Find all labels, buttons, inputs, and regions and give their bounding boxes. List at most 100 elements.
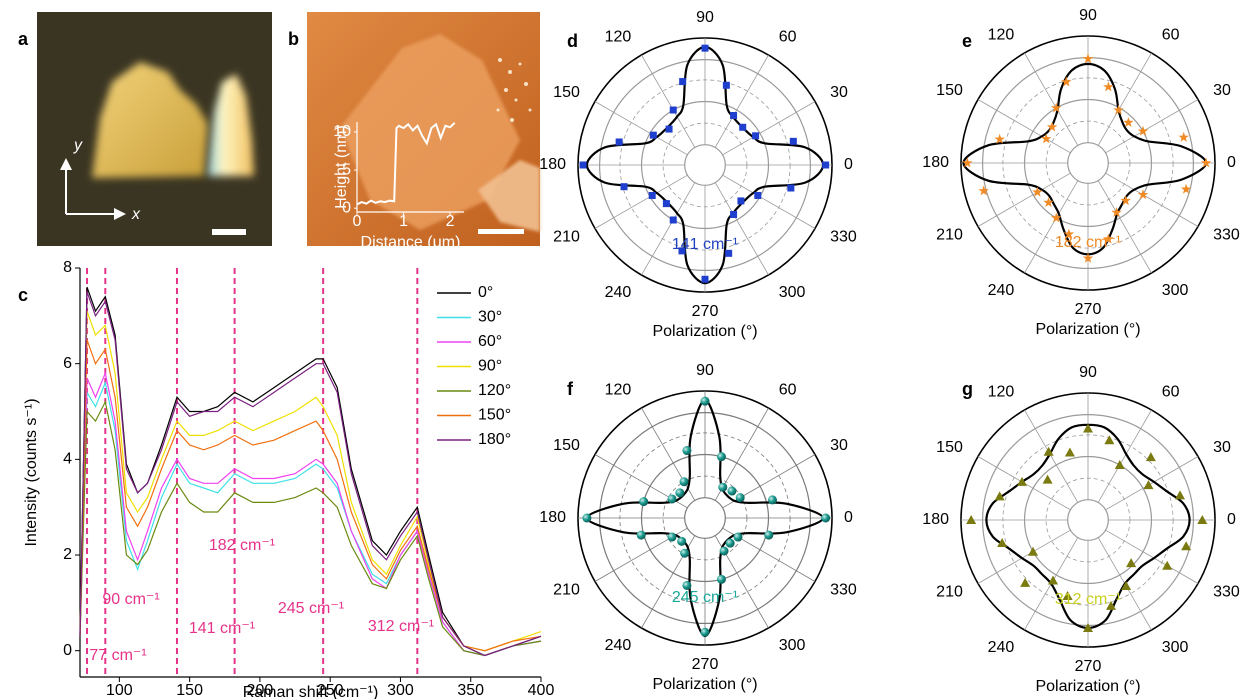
y-tick-label: 8 xyxy=(63,259,72,276)
peak-label: 90 cm⁻¹ xyxy=(102,591,159,608)
data-point xyxy=(1113,104,1124,115)
data-point xyxy=(1200,157,1212,168)
data-point xyxy=(1145,452,1156,462)
angle-grid xyxy=(1105,456,1199,511)
angle-grid xyxy=(1105,99,1199,154)
data-point xyxy=(662,200,670,208)
angle-label: 330 xyxy=(830,581,857,598)
data-point xyxy=(1082,252,1094,263)
data-point xyxy=(620,183,628,191)
y-axis-label: Intensity (counts s⁻¹) xyxy=(23,398,40,546)
angle-label: 30 xyxy=(1213,439,1231,456)
angle-label: 330 xyxy=(1213,226,1240,243)
data-point xyxy=(1181,541,1192,551)
data-point xyxy=(679,477,689,487)
data-point xyxy=(1120,195,1131,206)
angle-label: 120 xyxy=(988,27,1015,44)
angle-label: 210 xyxy=(936,583,963,600)
data-point xyxy=(789,137,797,145)
data-point xyxy=(700,396,710,406)
data-point xyxy=(1123,117,1134,127)
angle-grid xyxy=(977,172,1071,227)
angle-label: 60 xyxy=(779,29,797,46)
data-point xyxy=(821,513,831,523)
data-point xyxy=(719,546,729,556)
angle-label: 210 xyxy=(936,226,963,243)
peak-label: 245 cm⁻¹ xyxy=(278,600,344,617)
data-point xyxy=(677,536,687,546)
angle-label: 330 xyxy=(1213,583,1240,600)
angle-grid xyxy=(977,529,1071,584)
angle-label: 270 xyxy=(692,656,719,673)
data-point xyxy=(682,446,692,456)
angle-label: 60 xyxy=(779,382,797,399)
data-point xyxy=(716,574,726,584)
y-tick-label: 2 xyxy=(63,546,72,563)
data-point xyxy=(582,513,592,523)
data-point xyxy=(615,138,623,146)
x-axis-label: Distance (μm) xyxy=(361,234,461,251)
angle-label: 30 xyxy=(830,437,848,454)
data-point xyxy=(675,488,685,498)
data-point xyxy=(1083,423,1093,433)
data-point xyxy=(1126,558,1137,568)
angle-label: 180 xyxy=(922,511,949,528)
data-point xyxy=(997,538,1008,548)
series-line xyxy=(79,400,542,657)
data-point xyxy=(727,486,737,496)
data-point xyxy=(733,532,743,542)
angle-label: 60 xyxy=(1162,27,1180,44)
angle-label: 30 xyxy=(830,84,848,101)
angle-label: 180 xyxy=(922,154,949,171)
angle-grid xyxy=(714,54,769,148)
data-point xyxy=(754,191,762,199)
data-point xyxy=(764,530,774,540)
peak-label: 245 cm⁻¹ xyxy=(672,589,738,606)
data-point xyxy=(1143,480,1154,490)
data-point xyxy=(1106,600,1117,610)
data-point xyxy=(730,112,738,120)
angle-label: 90 xyxy=(1079,364,1097,381)
y-axis-label: Height (nm) xyxy=(333,125,350,209)
data-point xyxy=(1043,197,1054,207)
data-point xyxy=(701,275,709,283)
angle-grid xyxy=(1105,172,1199,227)
data-point xyxy=(1046,121,1058,132)
angle-label: 300 xyxy=(779,637,806,654)
data-point xyxy=(579,161,587,169)
data-point xyxy=(1083,622,1093,632)
data-point xyxy=(636,530,646,540)
legend-label: 90° xyxy=(478,358,502,375)
data-point xyxy=(1062,591,1073,601)
angle-label: 0 xyxy=(1227,154,1236,171)
data-point xyxy=(994,133,1005,144)
x-axis-label: Polarization (°) xyxy=(652,676,757,693)
y-tick-label: 6 xyxy=(63,355,72,372)
angle-grid xyxy=(714,182,769,276)
y-tick-label: 0 xyxy=(342,199,351,216)
y-tick-label: 10 xyxy=(333,123,351,140)
legend-label: 180° xyxy=(478,431,511,448)
data-point xyxy=(1043,446,1054,456)
x-axis-label: Polarization (°) xyxy=(1035,321,1140,338)
data-point xyxy=(1137,189,1149,200)
angle-label: 300 xyxy=(1162,282,1189,299)
angle-label: 150 xyxy=(936,439,963,456)
data-point xyxy=(667,532,677,542)
data-point xyxy=(739,123,747,131)
peak-label: 312 cm⁻¹ xyxy=(368,618,434,635)
y-tick-label: 5 xyxy=(342,161,351,178)
legend-label: 60° xyxy=(478,333,502,350)
angle-label: 0 xyxy=(844,156,853,173)
angle-label: 270 xyxy=(1075,658,1102,675)
x-tick-label: 350 xyxy=(457,682,484,699)
x-tick-label: 100 xyxy=(106,682,133,699)
data-point xyxy=(1178,131,1189,142)
data-point xyxy=(716,452,726,462)
data-point xyxy=(1175,490,1186,500)
data-point xyxy=(1114,460,1125,470)
peak-label: 182 cm⁻¹ xyxy=(1055,234,1121,251)
angle-grid xyxy=(1024,52,1079,146)
axis-label-y: y xyxy=(73,137,83,154)
